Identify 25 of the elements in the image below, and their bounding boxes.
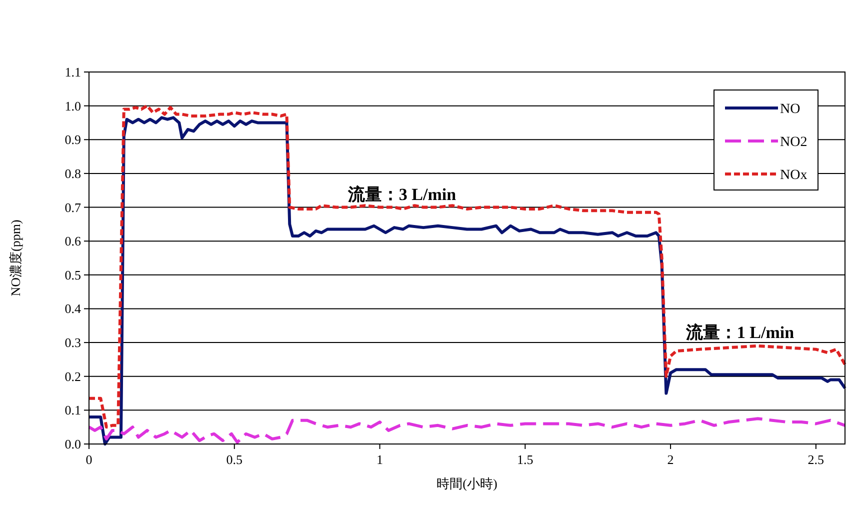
y-tick-label: 0.2 <box>64 368 81 384</box>
y-tick-label: 0.6 <box>64 234 82 249</box>
x-tick-label: 2.5 <box>808 452 824 467</box>
y-tick-label: 0.0 <box>64 436 81 452</box>
x-tick-label: 2 <box>667 452 674 467</box>
legend-label: NO <box>780 102 800 117</box>
x-axis-title: 時間(小時) <box>436 476 498 491</box>
y-tick-label: 0.3 <box>64 335 81 350</box>
x-tick-label: 0 <box>86 452 92 467</box>
y-tick-label: 1.0 <box>64 98 81 114</box>
legend-label: NOx <box>780 168 808 183</box>
y-tick-label: 0.4 <box>64 301 82 316</box>
legend-label: NO2 <box>780 135 808 150</box>
y-tick-label: 0.7 <box>64 200 82 215</box>
x-tick-label: 1.5 <box>517 452 534 467</box>
x-tick-label: 1 <box>376 452 384 467</box>
x-tick-label: 0.5 <box>226 452 243 467</box>
y-tick-label: 1.1 <box>64 64 81 80</box>
y-tick-label: 0.9 <box>64 132 81 148</box>
annotation: 流量：3 L/min <box>346 185 457 204</box>
annotation: 流量：1 L/min <box>684 323 795 342</box>
y-tick-label: 0.8 <box>64 166 81 181</box>
y-tick-label: 0.1 <box>64 402 81 418</box>
y-tick-label: 0.5 <box>64 267 81 282</box>
y-axis-title: NO濃度(ppm) <box>8 220 23 296</box>
